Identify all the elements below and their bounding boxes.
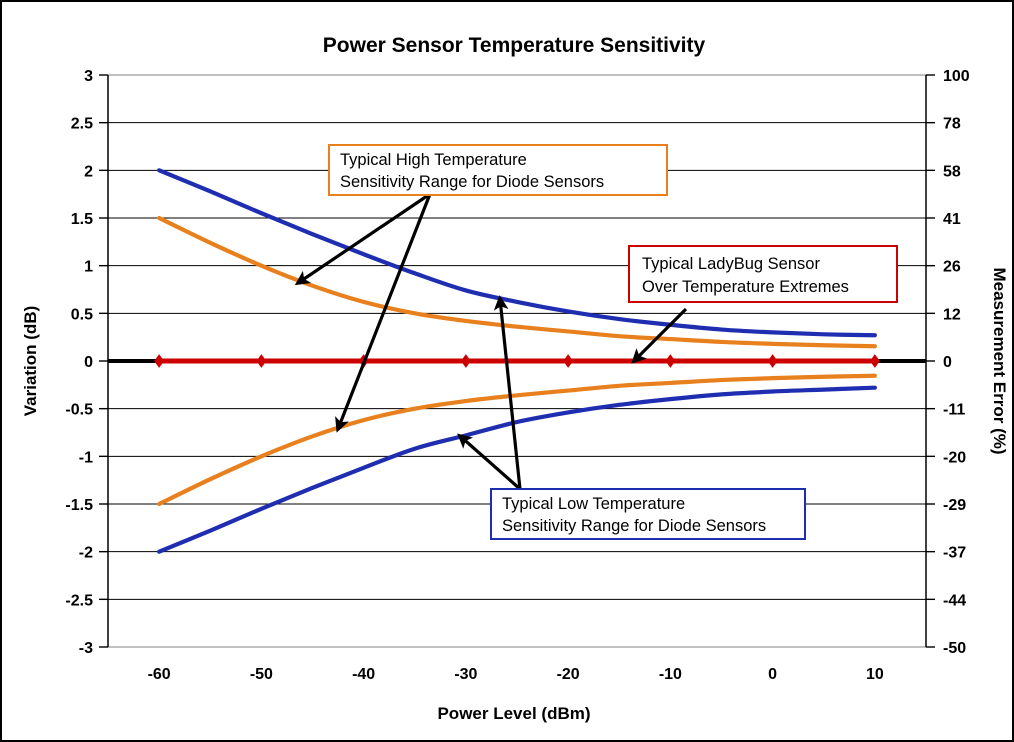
y-axis-tick-label: 3 bbox=[84, 68, 93, 85]
y-axis-tick-label: 0.5 bbox=[71, 306, 93, 323]
series-line-3 bbox=[157, 373, 877, 507]
y2-axis-tick-label: 58 bbox=[943, 163, 961, 180]
y-axis-tick-label: 0 bbox=[84, 354, 93, 371]
y-axis-tick-label: 2.5 bbox=[71, 116, 93, 133]
y2-axis-tick-label: 26 bbox=[943, 259, 961, 276]
y-axis-tick-label: -3 bbox=[79, 640, 93, 657]
x-axis-tick-label: 0 bbox=[768, 666, 777, 683]
y-axis-tick-label: -2 bbox=[79, 545, 93, 562]
x-axis-tick-label: -40 bbox=[352, 666, 375, 683]
annotation-ladybug-line1: Typical LadyBug Sensor bbox=[642, 255, 820, 273]
leader-high-temp-upper bbox=[294, 192, 431, 286]
y2-axis-tick-label: 78 bbox=[943, 116, 961, 133]
leader-low-temp-orange bbox=[493, 295, 522, 490]
y2-axis-tick-label: -29 bbox=[943, 497, 966, 514]
y-axis-tick-label: 1 bbox=[84, 259, 93, 276]
y2-axis-tick-label: -50 bbox=[943, 640, 966, 657]
x-axis-tick-label: -30 bbox=[454, 666, 477, 683]
chart-title: Power Sensor Temperature Sensitivity bbox=[323, 34, 706, 57]
series-line-1 bbox=[157, 215, 877, 349]
annotation-ladybug-line2: Over Temperature Extremes bbox=[642, 278, 849, 296]
y2-axis-tick-label: 100 bbox=[943, 68, 970, 85]
y2-axis-title: Measurement Error (%) bbox=[990, 267, 1009, 454]
y2-axis-tick-label: 41 bbox=[943, 211, 961, 228]
annotation-ladybug: Typical LadyBug Sensor Over Temperature … bbox=[628, 245, 898, 303]
x-axis-tick-label: -10 bbox=[659, 666, 682, 683]
annotation-high-temperature-box bbox=[328, 144, 668, 196]
series-marker-diamond bbox=[767, 354, 778, 368]
y2-axis-tick-label: -44 bbox=[943, 592, 966, 609]
y-axis-tick-label: -1 bbox=[79, 449, 93, 466]
leader-low-temp-blue bbox=[457, 433, 522, 491]
right-axis-tickmarks bbox=[926, 74, 935, 648]
y2-axis-tick-label: -37 bbox=[943, 545, 966, 562]
y-axis-tick-label: 2 bbox=[84, 163, 93, 180]
annotation-low-temperature-line1: Typical Low Temperature bbox=[502, 495, 685, 513]
series-marker-diamond bbox=[154, 354, 165, 368]
x-axis-tick-labels: -60 -50 -40 -30 -20 -10 0 10 bbox=[148, 666, 884, 683]
annotation-low-temperature: Typical Low Temperature Sensitivity Rang… bbox=[490, 488, 806, 540]
series-marker-diamond bbox=[256, 354, 267, 368]
series-marker-diamond bbox=[869, 354, 880, 368]
y2-axis-tick-label: -11 bbox=[943, 402, 965, 419]
left-axis-tick-labels: 3 2.5 2 1.5 1 0.5 0 -0.5 -1 -1.5 -2 -2.5 -3 bbox=[65, 68, 93, 657]
annotation-low-temperature-box bbox=[490, 488, 806, 540]
series-marker-diamond bbox=[563, 354, 574, 368]
data-series-group bbox=[154, 168, 880, 554]
y2-axis-tick-label: 12 bbox=[943, 306, 961, 323]
leader-high-temp-lower bbox=[335, 193, 432, 433]
y-axis-title: Variation (dB) bbox=[21, 306, 40, 417]
x-axis-tick-label: 10 bbox=[866, 666, 884, 683]
y2-axis-tick-label: 0 bbox=[943, 354, 952, 371]
y-axis-tick-label: 1.5 bbox=[71, 211, 93, 228]
annotation-high-temperature: Typical High Temperature Sensitivity Ran… bbox=[328, 144, 668, 196]
series-marker-diamond bbox=[460, 354, 471, 368]
x-axis-title: Power Level (dBm) bbox=[437, 704, 590, 723]
y2-axis-tick-label: -20 bbox=[943, 449, 966, 466]
series-line-4 bbox=[157, 385, 877, 554]
annotation-low-temperature-line2: Sensitivity Range for Diode Sensors bbox=[502, 517, 766, 535]
x-axis-tick-label: -20 bbox=[557, 666, 580, 683]
right-axis-tick-labels: 100 78 58 41 26 12 0 -11 -20 -29 -37 -44 -50 bbox=[943, 68, 970, 657]
annotation-high-temperature-line2: Sensitivity Range for Diode Sensors bbox=[340, 173, 604, 191]
y-axis-tick-label: -0.5 bbox=[65, 402, 93, 419]
y-axis-tick-label: -2.5 bbox=[65, 592, 93, 609]
annotation-high-temperature-line1: Typical High Temperature bbox=[340, 151, 527, 169]
x-axis-tick-label: -60 bbox=[148, 666, 171, 683]
annotation-ladybug-box bbox=[628, 245, 898, 303]
leader-ladybug bbox=[631, 307, 688, 364]
x-axis-tick-label: -50 bbox=[250, 666, 273, 683]
y-axis-tick-label: -1.5 bbox=[65, 497, 93, 514]
left-axis-tickmarks bbox=[99, 74, 108, 648]
series-marker-diamond bbox=[665, 354, 676, 368]
series-line-0 bbox=[157, 168, 877, 338]
